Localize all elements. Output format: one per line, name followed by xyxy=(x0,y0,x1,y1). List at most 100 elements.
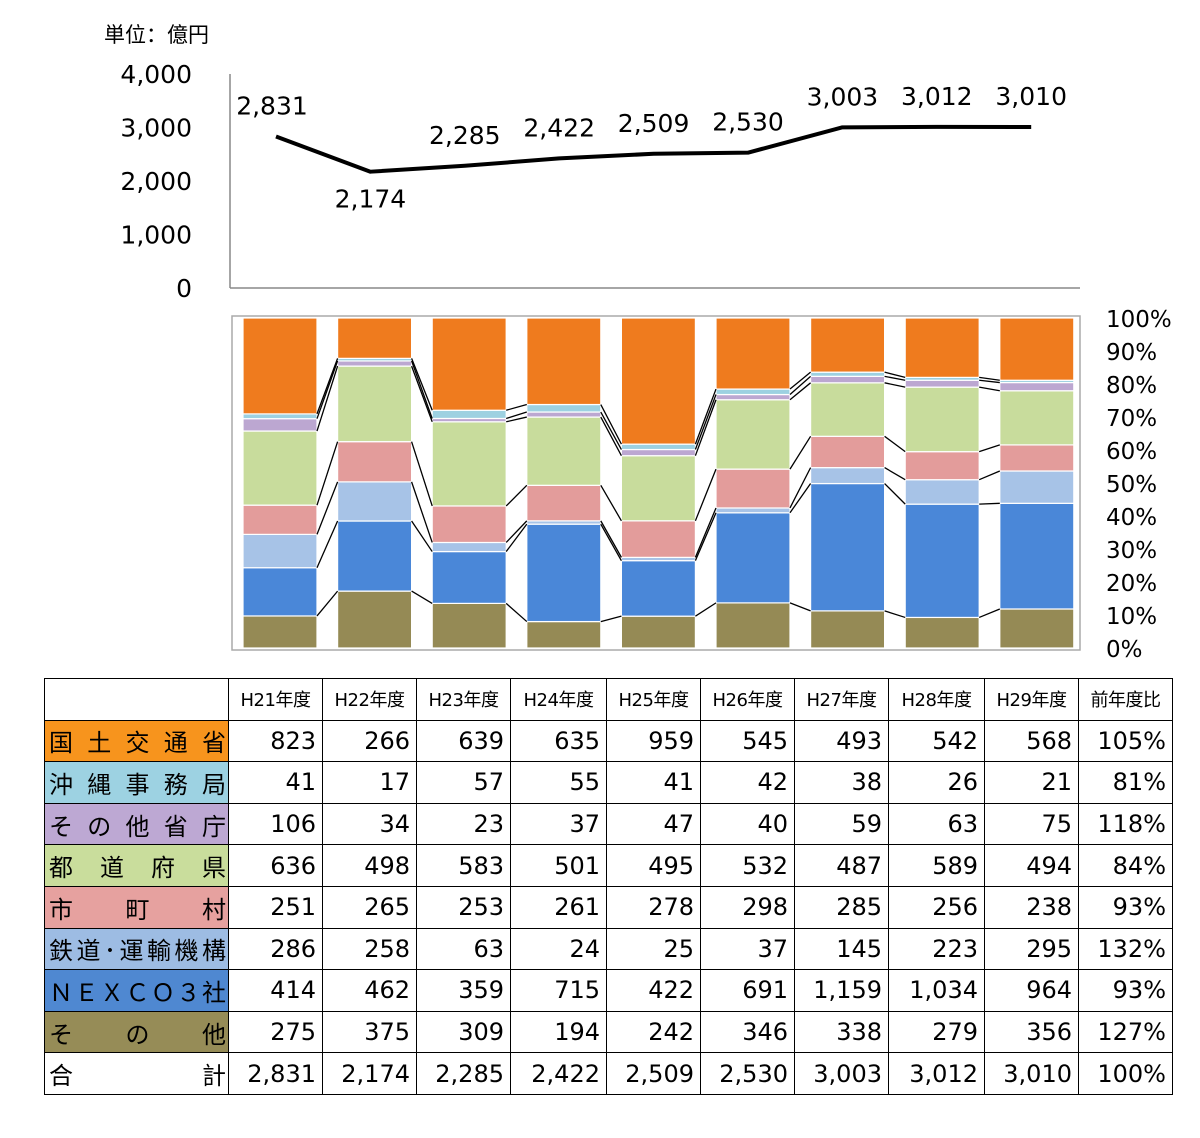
table-row: 都道府県 636 498 583 501 495 532 487 589 494 84% xyxy=(44,844,1173,887)
column-header: H24年度 xyxy=(510,678,607,721)
table-cell: 81% xyxy=(1078,761,1173,804)
bar-segment: 市町村 H29年度 xyxy=(999,444,1075,472)
table-cell: 501 xyxy=(510,844,607,887)
table-cell: 266 xyxy=(322,719,417,763)
table-cell: 24 xyxy=(510,927,607,971)
bar-segment: 市町村 H25年度 xyxy=(620,520,697,558)
column-header: H21年度 xyxy=(228,678,323,721)
bar-segment: その他 H29年度 xyxy=(999,608,1075,649)
pct-tick-label: 40% xyxy=(1106,505,1157,531)
pct-tick-label: 50% xyxy=(1106,472,1157,498)
table-cell: 532 xyxy=(700,844,795,887)
series-connector-line xyxy=(978,444,1001,453)
series-connector-line xyxy=(410,358,433,411)
table-cell: 583 xyxy=(416,844,511,887)
table-cell: 145 xyxy=(794,927,889,971)
data-label: 3,010 xyxy=(995,82,1067,111)
row-label-cell: 市町村 xyxy=(44,885,229,929)
series-connector-line xyxy=(600,416,622,457)
series-connector-line xyxy=(316,590,339,617)
series-connector-line xyxy=(694,399,717,456)
series-connector-line xyxy=(789,483,812,514)
table-cell: 242 xyxy=(606,1010,701,1054)
series-connector-line xyxy=(789,371,812,390)
row-label: 沖縄事務局 xyxy=(49,770,226,799)
table-cell: 47 xyxy=(606,802,701,846)
table-cell: 414 xyxy=(228,969,323,1012)
series-connector-line xyxy=(978,608,1001,619)
table-cell: 636 xyxy=(228,844,323,887)
column-header: H23年度 xyxy=(416,678,511,721)
series-connector-line xyxy=(411,520,433,552)
bar-segment: その他 H25年度 xyxy=(620,615,697,649)
series-connector-line xyxy=(695,602,717,617)
bar-segment: 市町村 H26年度 xyxy=(715,468,791,509)
table-cell: 2,530 xyxy=(700,1052,795,1095)
series-connector-line xyxy=(694,512,717,561)
table-cell: 3,010 xyxy=(984,1052,1079,1095)
y-tick-label: 4,000 xyxy=(120,60,192,89)
series-connector-line xyxy=(884,382,906,388)
table-cell: 494 xyxy=(984,844,1079,887)
series-connector-line xyxy=(600,523,622,561)
table-cell: 127% xyxy=(1078,1010,1173,1054)
table-cell: 278 xyxy=(606,885,701,929)
row-label-cell: 合計 xyxy=(44,1052,229,1095)
bar-segment: 市町村 H22年度 xyxy=(337,441,413,483)
table-cell: 295 xyxy=(984,927,1079,971)
table-body: 国土交通省 823 266 639 635 959 545 493 542 568 105% 沖縄事務… xyxy=(44,719,1173,1095)
series-connector-line xyxy=(789,375,812,396)
table-cell: 493 xyxy=(794,719,889,763)
table-cell: 338 xyxy=(794,1010,889,1054)
table-row: 合計 2,831 2,174 2,285 2,422 2,509 2,530 3,003 3,0… xyxy=(44,1052,1173,1095)
series-connector-line xyxy=(694,394,717,450)
table-cell: 462 xyxy=(322,969,417,1012)
series-connector-line xyxy=(316,360,339,419)
table-cell: 495 xyxy=(606,844,701,887)
row-label-cell: 鉄道･運輸機構 xyxy=(44,927,229,971)
table-cell: 2,831 xyxy=(228,1052,323,1095)
table-cell: 959 xyxy=(606,719,701,763)
table-cell: 1,034 xyxy=(888,969,985,1012)
table-cell: 41 xyxy=(228,761,323,804)
series-connector-line xyxy=(600,520,622,558)
column-header: H26年度 xyxy=(700,678,795,721)
total-line-chart: 単位：億円 0 1,000 2,000 3,000 4,000 2,831 2,174 2,28… xyxy=(104,23,1080,303)
table-cell: 258 xyxy=(322,927,417,971)
table-cell: 106 xyxy=(228,802,323,846)
column-header: H27年度 xyxy=(794,678,889,721)
table-cell: 132% xyxy=(1078,927,1173,971)
table-cell: 75 xyxy=(984,802,1079,846)
bar-segment: その他 H24年度 xyxy=(526,620,602,649)
table-cell: 635 xyxy=(510,719,607,763)
series-connector-line xyxy=(789,602,811,612)
series-connector-line xyxy=(884,483,906,505)
table-row: その他省庁 106 34 23 37 47 40 59 63 75 118% xyxy=(44,802,1173,846)
data-label: 2,285 xyxy=(429,121,501,150)
series-connector-line xyxy=(979,376,1000,381)
row-label: 市町村 xyxy=(49,895,226,924)
series-connector-line xyxy=(316,441,339,506)
row-label: 都道府県 xyxy=(49,854,226,883)
pct-tick-label: 0% xyxy=(1106,637,1143,663)
row-label: 鉄道･運輸機構 xyxy=(49,937,226,966)
